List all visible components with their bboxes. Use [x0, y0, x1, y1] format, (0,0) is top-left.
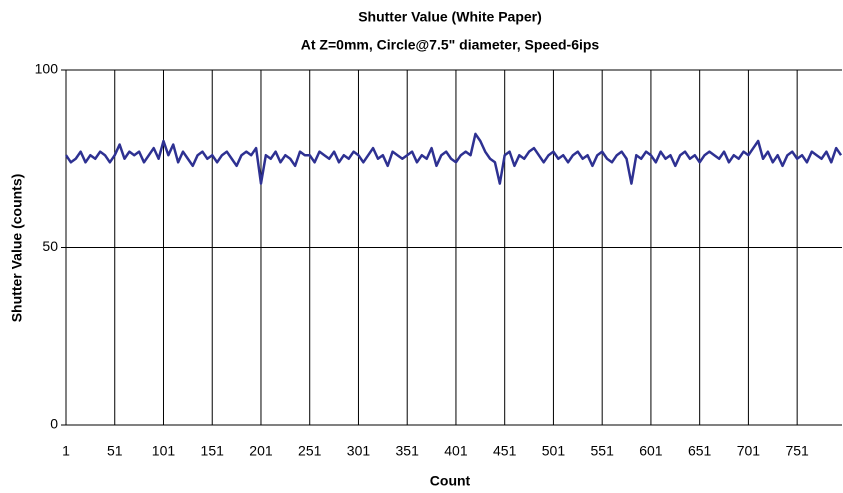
- x-tick-label: 151: [201, 443, 225, 459]
- x-tick-label: 501: [542, 443, 566, 459]
- x-tick-label: 701: [737, 443, 761, 459]
- x-tick-label: 651: [688, 443, 712, 459]
- y-tick-label: 0: [50, 416, 58, 432]
- x-tick-label: 401: [444, 443, 468, 459]
- y-axis-label: Shutter Value (counts): [9, 174, 25, 323]
- y-tick-label: 50: [42, 238, 58, 254]
- x-tick-label: 251: [298, 443, 322, 459]
- x-tick-label: 1: [62, 443, 70, 459]
- x-tick-label: 601: [639, 443, 663, 459]
- data-line: [64, 132, 843, 185]
- x-tick-label: 101: [152, 443, 176, 459]
- chart-subtitle: At Z=0mm, Circle@7.5" diameter, Speed-6i…: [301, 37, 600, 53]
- x-tick-label: 751: [785, 443, 809, 459]
- x-tick-label: 201: [249, 443, 273, 459]
- x-tick-label: 301: [347, 443, 371, 459]
- x-tick-label: 51: [107, 443, 123, 459]
- x-tick-label: 451: [493, 443, 517, 459]
- x-tick-label: 551: [591, 443, 615, 459]
- x-tick-label: 351: [396, 443, 420, 459]
- chart-title: Shutter Value (White Paper): [358, 9, 542, 25]
- x-axis-label: Count: [430, 473, 471, 489]
- y-tick-label: 100: [35, 61, 59, 77]
